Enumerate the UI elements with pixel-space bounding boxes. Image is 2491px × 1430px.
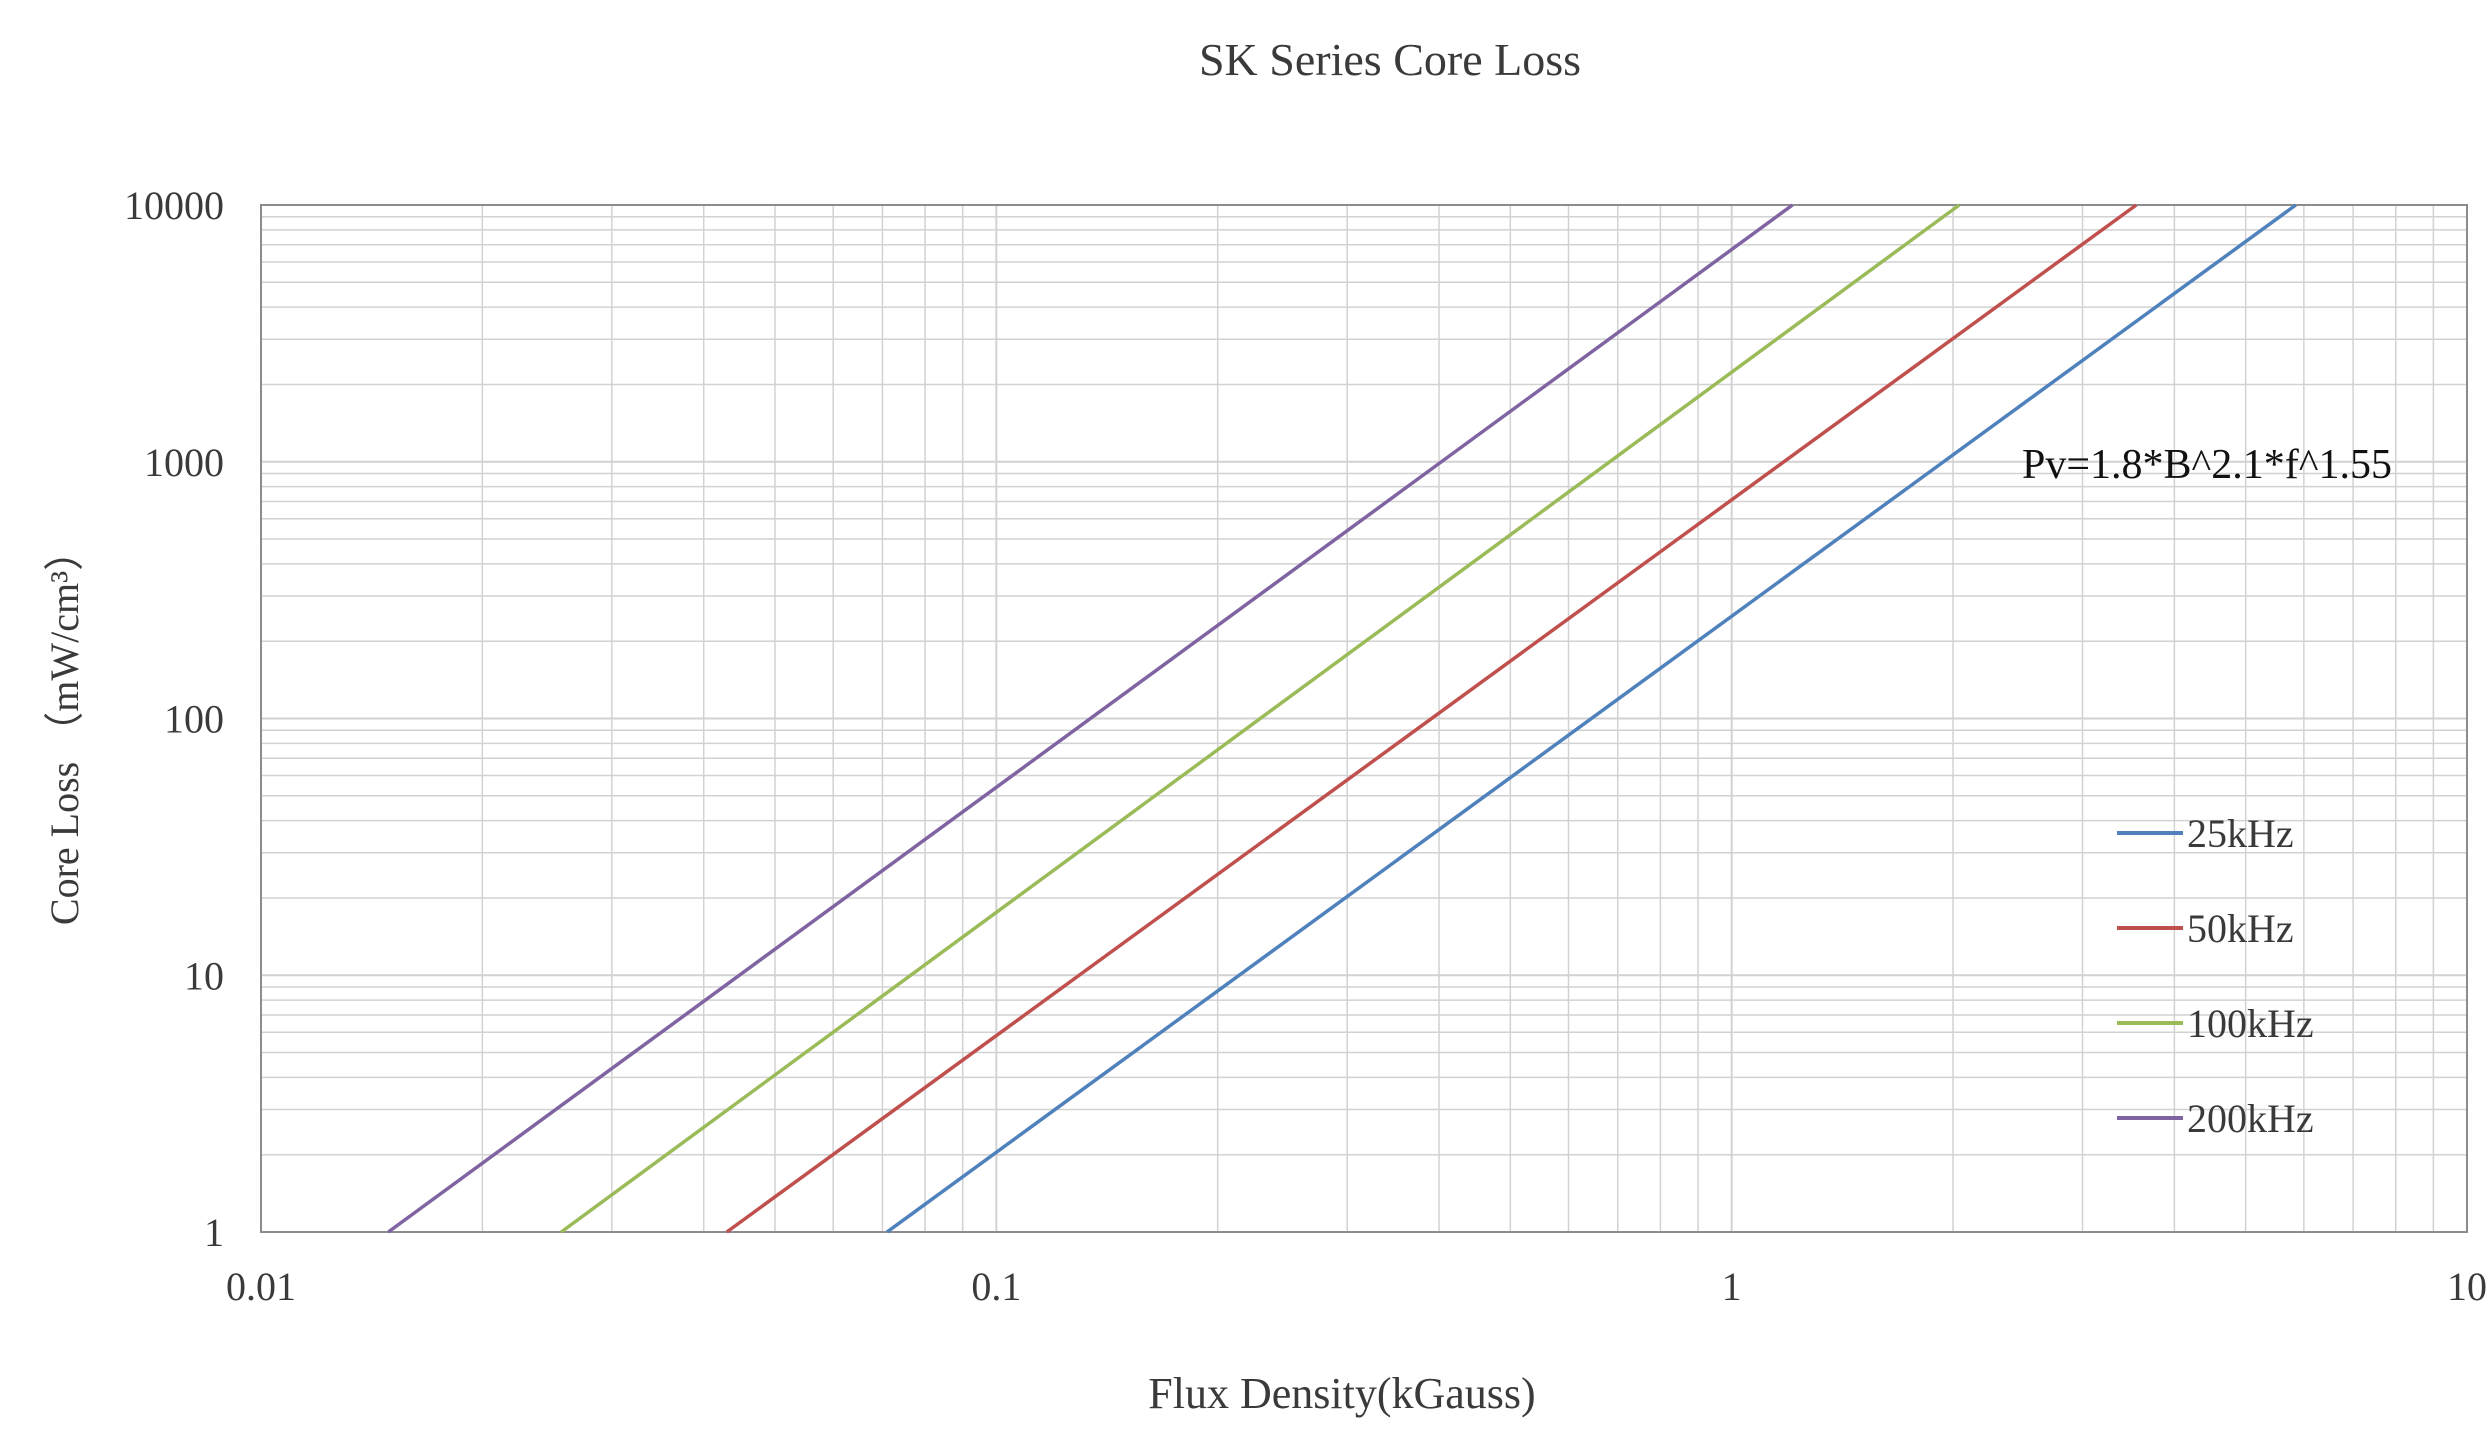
x-tick-labels: 0.01 0.1 1 10 — [226, 1264, 2487, 1309]
legend: 25kHz 50kHz 100kHz 200kHz — [2117, 811, 2314, 1141]
legend-label: 100kHz — [2187, 1001, 2314, 1046]
y-tick-label: 10000 — [124, 183, 224, 228]
y-tick-label: 1 — [204, 1210, 224, 1255]
x-axis-label: Flux Density(kGauss) — [1148, 1369, 1535, 1418]
y-tick-label: 1000 — [144, 440, 224, 485]
series-line-200khz — [387, 203, 1794, 1234]
legend-label: 50kHz — [2187, 906, 2294, 951]
y-tick-label: 100 — [164, 697, 224, 742]
x-tick-label: 0.01 — [226, 1264, 296, 1309]
series-line-50khz — [725, 203, 2138, 1234]
x-tick-label: 0.1 — [971, 1264, 1021, 1309]
chart-title: SK Series Core Loss — [1199, 34, 1581, 85]
y-axis-label: Core Loss （mW/cm³） — [42, 531, 87, 925]
x-tick-label: 1 — [1722, 1264, 1742, 1309]
series-line-100khz — [560, 203, 1961, 1234]
y-tick-label: 10 — [184, 953, 224, 998]
formula-annotation: Pv=1.8*B^2.1*f^1.55 — [2022, 442, 2392, 488]
series-line-25khz — [885, 203, 2297, 1234]
series-layer — [387, 203, 2297, 1234]
legend-label: 25kHz — [2187, 811, 2294, 856]
x-tick-label: 10 — [2447, 1264, 2487, 1309]
legend-label: 200kHz — [2187, 1096, 2314, 1141]
plot-frame — [260, 204, 2468, 1233]
y-tick-labels: 1 10 100 1000 10000 — [124, 183, 224, 1255]
